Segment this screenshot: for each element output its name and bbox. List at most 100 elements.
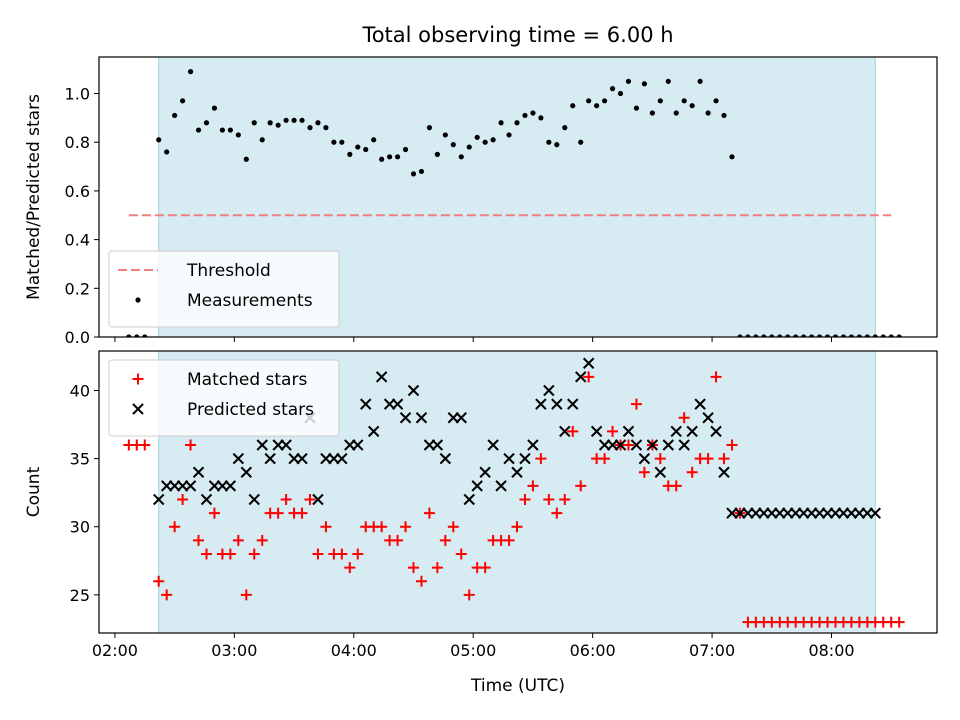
x-tick-label: 07:00 (689, 641, 735, 660)
predicted-star-point (352, 439, 364, 451)
y-axis-label: Matched/Predicted stars (24, 94, 44, 300)
matched-star-point (161, 589, 173, 601)
measurement-point (880, 334, 886, 337)
predicted-star-point (614, 439, 627, 451)
measurement-point (522, 112, 528, 119)
matched-star-point (519, 493, 531, 505)
matched-star-point (543, 493, 555, 505)
measurement-point (761, 334, 767, 337)
matched-star-point (439, 534, 451, 546)
measurement-point (848, 334, 855, 337)
measurement-point (498, 120, 504, 126)
matched-star-point (431, 562, 443, 574)
measurement-point (777, 334, 783, 337)
predicted-star-point (646, 439, 659, 451)
measurement-point (410, 171, 417, 177)
measurement-point (307, 125, 313, 131)
matched-star-point (392, 534, 404, 546)
measurement-point (482, 139, 488, 145)
measurement-point (235, 132, 241, 138)
y-tick-label: 35 (70, 450, 90, 469)
matched-star-point (638, 466, 650, 478)
measurement-point (355, 144, 361, 150)
matched-star-point (686, 466, 698, 478)
matched-star-point (567, 425, 579, 437)
matched-star-point (139, 439, 151, 451)
predicted-star-point (455, 412, 467, 424)
matched-star-point (551, 507, 563, 519)
measurement-point (126, 334, 132, 337)
predicted-star-point (710, 425, 722, 438)
legend-measurement-swatch (135, 297, 141, 303)
measurement-point (633, 105, 640, 111)
y-tick-label: 0.4 (65, 231, 90, 250)
matched-star-point (312, 548, 324, 560)
predicted-star-point (336, 452, 348, 465)
measurement-point (705, 110, 711, 116)
measurement-point (721, 112, 727, 119)
measurement-point (601, 98, 608, 104)
predicted-star-point (248, 493, 260, 506)
measurement-point (490, 137, 496, 143)
matched-star-point (280, 493, 292, 505)
matched-star-point (208, 507, 220, 519)
predicted-star-point (670, 425, 682, 438)
predicted-star-point (407, 384, 420, 397)
measurement-point (203, 120, 210, 126)
measurement-point (339, 139, 345, 145)
predicted-star-point (296, 452, 308, 465)
matched-star-point (224, 548, 236, 560)
matched-star-point (503, 534, 515, 546)
measurement-point (856, 334, 862, 337)
measurement-point (434, 151, 440, 157)
measurement-point (134, 334, 140, 337)
measurement-point (617, 90, 624, 97)
measurement-point (808, 334, 815, 337)
matched-star-point (710, 371, 722, 383)
measurement-point (211, 105, 218, 111)
measurement-point (546, 139, 552, 145)
measurement-point (275, 122, 281, 128)
predicted-star-point (463, 493, 475, 506)
measurement-point (681, 98, 687, 104)
matched-star-point (352, 548, 364, 560)
measurement-point (896, 334, 902, 337)
x-axis-label: Time (UTC) (470, 676, 565, 696)
y-tick-label: 0.0 (65, 328, 90, 347)
matched-star-point (304, 493, 316, 505)
measurement-point (347, 151, 353, 157)
matched-star-point (455, 548, 467, 560)
measurement-point (291, 117, 297, 123)
predicted-star-point (184, 480, 197, 492)
predicted-star-point (622, 425, 635, 438)
measurement-point (641, 81, 647, 87)
predicted-star-point (264, 452, 276, 465)
matched-star-point (670, 480, 682, 492)
measurement-point (379, 156, 385, 162)
figure-title: Total observing time = 6.00 h (361, 23, 673, 47)
predicted-star-point (869, 507, 882, 519)
measurement-point (586, 98, 592, 104)
predicted-star-point (153, 493, 165, 506)
measurement-point (737, 334, 743, 337)
measurement-point (283, 117, 289, 123)
x-tick-label: 08:00 (808, 641, 854, 660)
predicted-star-point (574, 371, 587, 383)
matched-star-point (185, 439, 197, 451)
predicted-star-point (431, 439, 444, 451)
measurement-point (578, 139, 584, 145)
matched-star-point (169, 521, 181, 533)
predicted-star-point (479, 466, 491, 478)
predicted-star-point (559, 425, 571, 438)
measurement-point (315, 120, 321, 126)
measurement-point (172, 112, 178, 119)
predicted-star-point (360, 398, 372, 410)
predicted-star-point (256, 439, 268, 451)
legend-predicted-swatch (132, 403, 144, 415)
measurement-point (474, 134, 480, 140)
matched-star-point (296, 507, 308, 519)
predicted-star-point (232, 452, 245, 465)
measurement-point (259, 137, 265, 143)
count-plot-axes: 02:00 03:00 04:00 05:00 06:00 07:00 08:00 25 30 3… (24, 350, 938, 696)
